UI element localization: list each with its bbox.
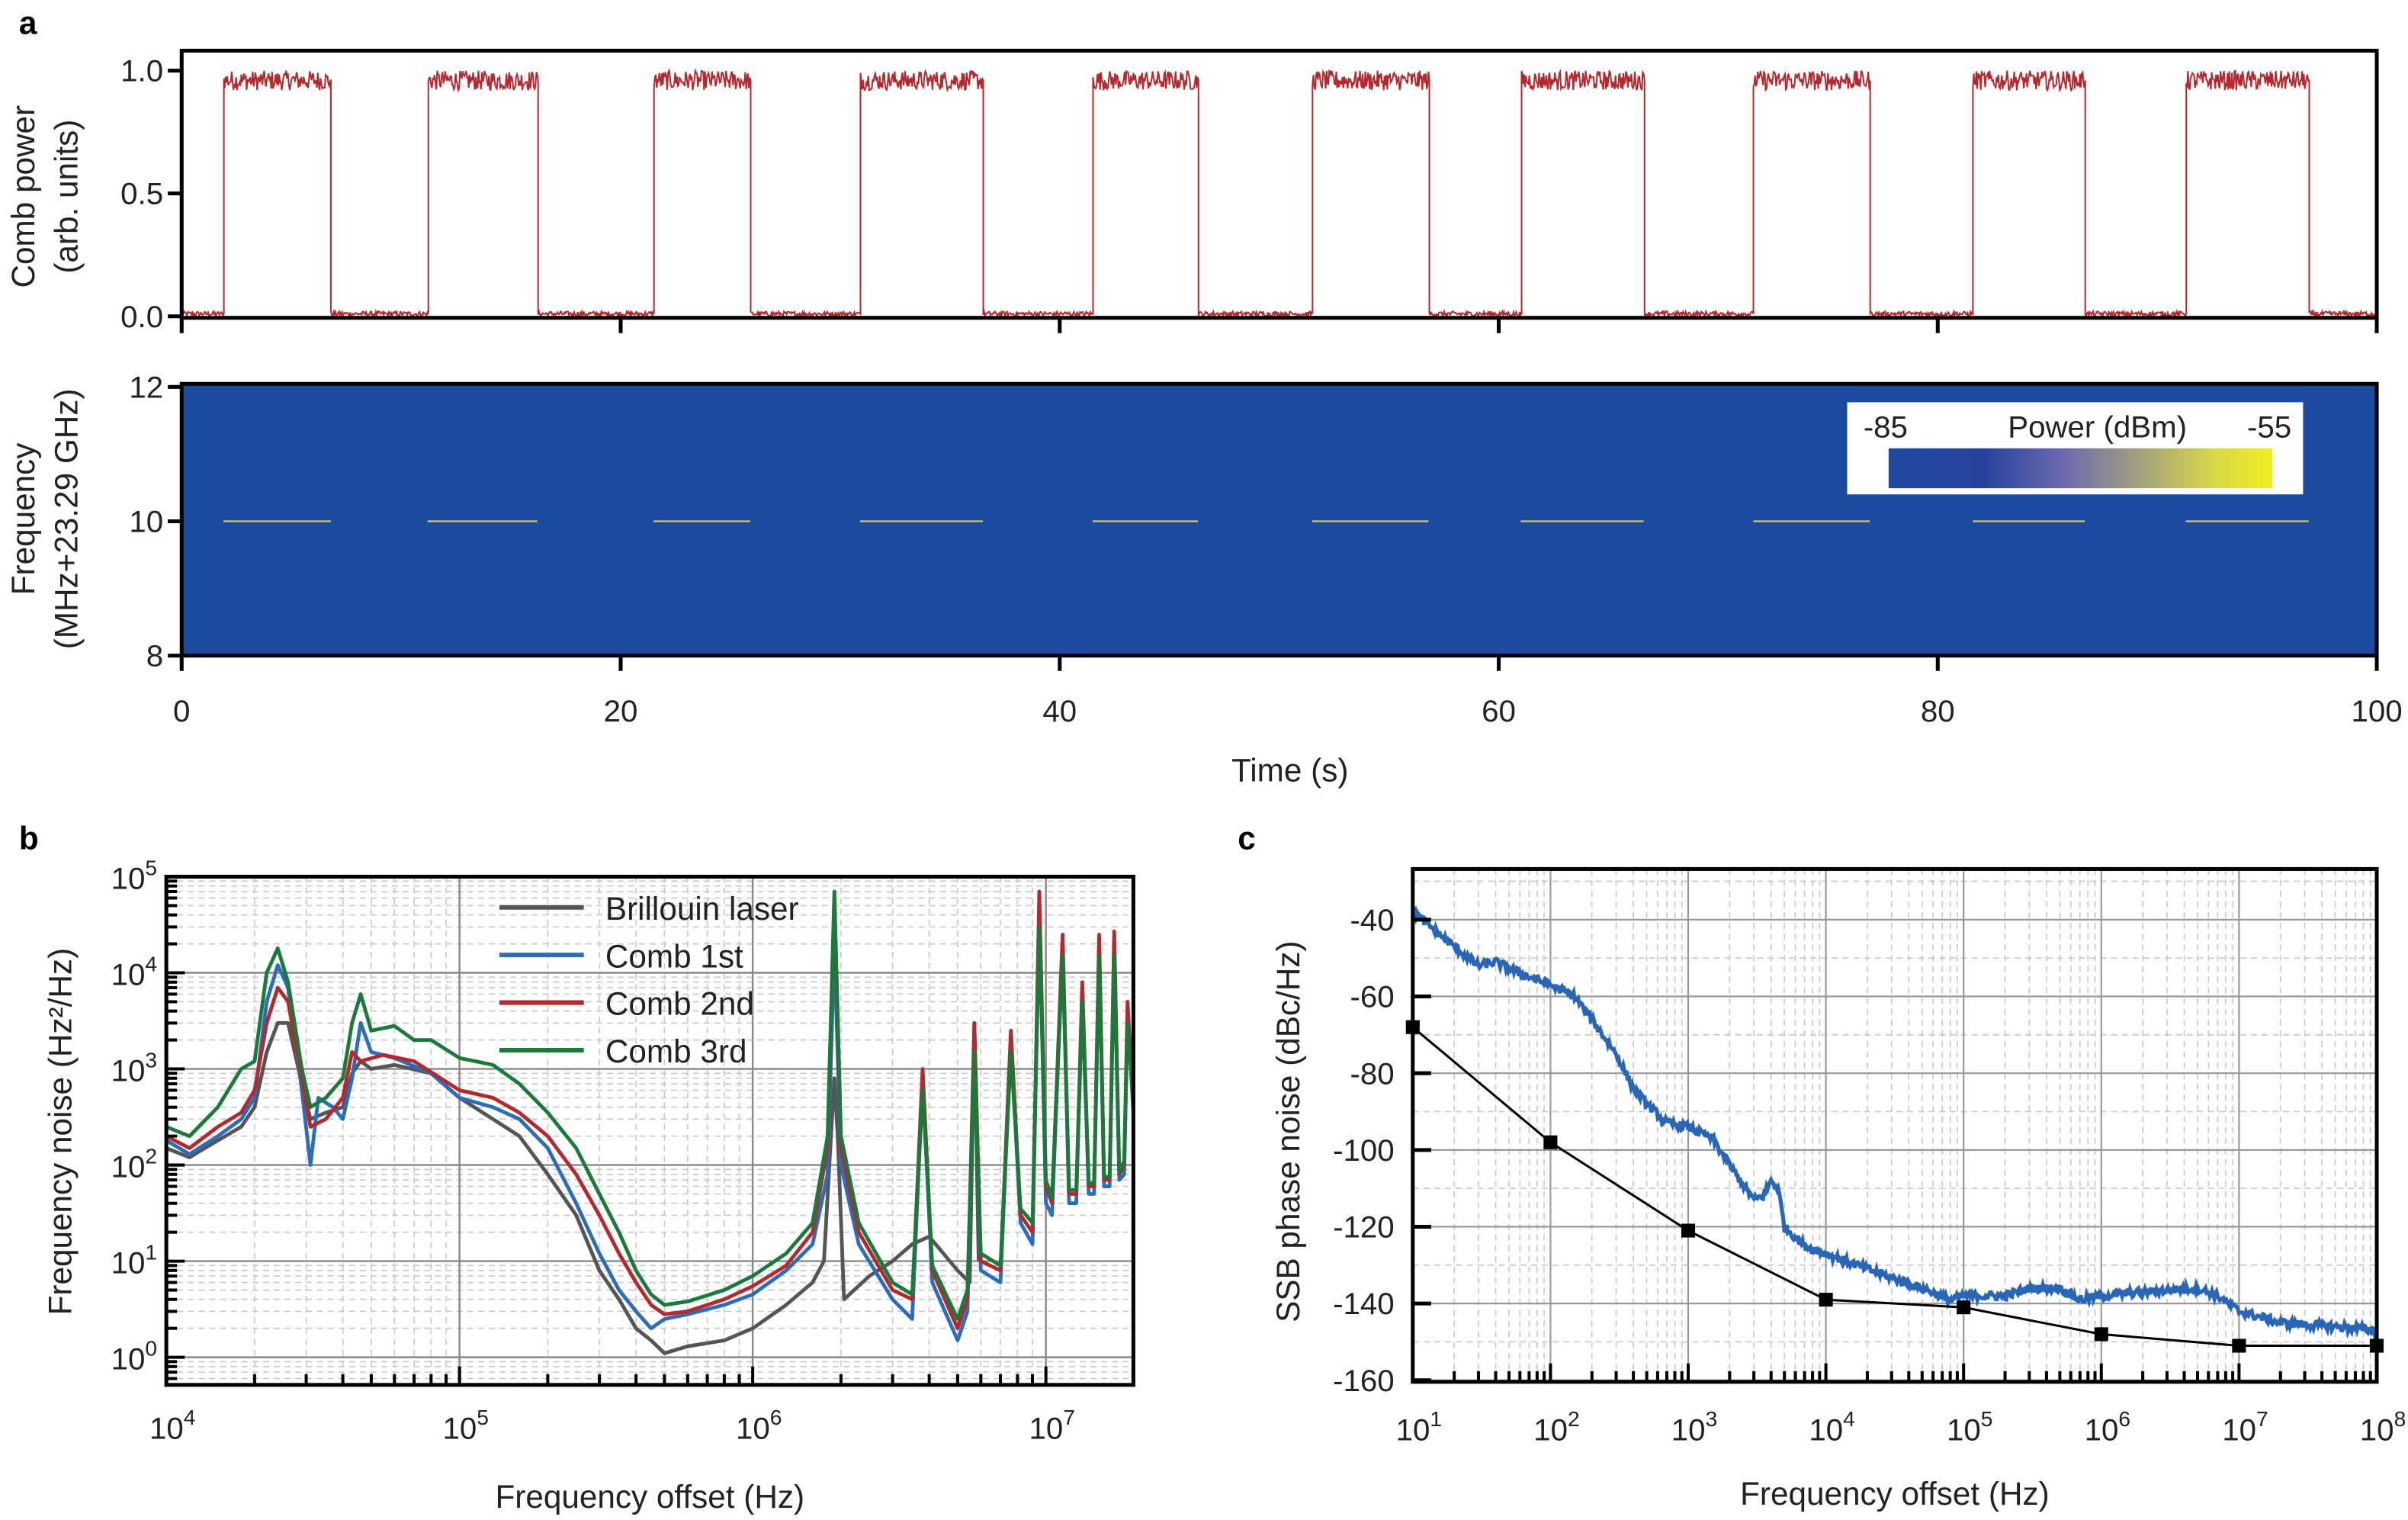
legend-label: Brillouin laser xyxy=(605,891,799,927)
y-axis-label: Frequency noise (Hz²/Hz) xyxy=(42,948,78,1316)
phase-noise-plot: 101 102 103 104 105 106 107 108 -160 -140 -120 -100… xyxy=(1270,866,2406,1512)
plot-frame xyxy=(179,48,2379,320)
x-tick-label: 103 xyxy=(1671,1406,1717,1447)
panel-label-b: b xyxy=(19,820,39,856)
colorbar-title: Power (dBm) xyxy=(2008,410,2187,445)
x-tick-label: 106 xyxy=(736,1405,782,1445)
y-tick-label: 104 xyxy=(111,952,157,992)
x-tick-label: 40 xyxy=(1042,694,1077,728)
x-tick-label: 108 xyxy=(2360,1406,2406,1447)
comb-power-plot: 0.0 0.5 1.0 Comb power (arb. units) xyxy=(5,48,2379,334)
spectrogram-plot: 8 10 12 0 20 40 60 80 100 Time (s) Frequency (MHz+2… xyxy=(5,370,2403,788)
panel-label-c: c xyxy=(1238,820,1256,856)
x-tick-label: 101 xyxy=(1396,1406,1442,1447)
y-tick-label: 101 xyxy=(111,1240,157,1281)
y-tick-label: 102 xyxy=(111,1144,157,1184)
y-tick-label: -60 xyxy=(1350,980,1394,1014)
y-tick-label: -40 xyxy=(1350,903,1394,937)
data-point-square xyxy=(1543,1135,1558,1149)
y-axis-label: SSB phase noise (dBc/Hz) xyxy=(1270,940,1306,1322)
x-tick-label: 105 xyxy=(442,1405,488,1445)
plot-frame xyxy=(1411,866,2379,1384)
y-tick-label: 0.5 xyxy=(120,177,163,211)
series-line-comb-3rd xyxy=(166,889,1134,1321)
series-line-brillouin-laser xyxy=(166,1020,981,1355)
series-line-reference xyxy=(1411,1026,2377,1348)
x-tick-label: 102 xyxy=(1533,1406,1579,1447)
y-tick-label: -120 xyxy=(1333,1210,1395,1245)
x-tick-label: 107 xyxy=(2222,1406,2268,1447)
x-tick-label: 104 xyxy=(149,1405,195,1445)
series-line-measured xyxy=(1412,905,2377,1342)
y-tick-label: 0.0 xyxy=(120,300,163,334)
x-tick-label: 60 xyxy=(1482,694,1516,728)
data-point-square xyxy=(1819,1293,1833,1307)
x-axis-label: Frequency offset (Hz) xyxy=(495,1479,804,1515)
colorbar-max-label: -55 xyxy=(2247,410,2291,445)
y-tick-label: 12 xyxy=(129,370,163,404)
y-tick-label: 100 xyxy=(111,1336,157,1377)
data-point-square xyxy=(1957,1300,1971,1315)
y-tick-label: 1.0 xyxy=(120,54,163,88)
data-point-square xyxy=(2094,1327,2108,1342)
legend: Brillouin laser Comb 1st Comb 2nd Comb 3rd xyxy=(499,891,799,1069)
x-tick-label: 100 xyxy=(2351,694,2402,728)
y-tick-label: -100 xyxy=(1333,1133,1395,1168)
comb-power-trace xyxy=(181,68,2377,318)
legend-label: Comb 2nd xyxy=(605,986,754,1022)
y-tick-label: -80 xyxy=(1350,1056,1394,1091)
data-point-square xyxy=(2232,1338,2246,1353)
y-tick-label: 105 xyxy=(111,855,157,895)
y-tick-label: 10 xyxy=(129,505,163,539)
x-tick-label: 107 xyxy=(1029,1405,1074,1445)
frequency-noise-plot: 104 105 106 107100101102103104105Frequency … xyxy=(42,855,1135,1515)
y-tick-label: -160 xyxy=(1333,1364,1395,1398)
legend-label: Comb 1st xyxy=(605,938,743,974)
y-axis-label: (arb. units) xyxy=(48,120,84,274)
y-axis-label: Frequency xyxy=(5,442,41,596)
x-tick-label: 0 xyxy=(173,694,190,728)
y-tick-label: 103 xyxy=(111,1048,157,1088)
x-axis-label: Frequency offset (Hz) xyxy=(1740,1476,2050,1512)
x-tick-label: 105 xyxy=(1947,1406,1992,1447)
plot-frame xyxy=(164,874,1135,1387)
x-tick-label: 20 xyxy=(604,694,638,728)
colorbar-gradient xyxy=(1888,448,2273,489)
y-tick-label: 8 xyxy=(146,639,163,673)
x-axis-label: Time (s) xyxy=(1231,753,1348,789)
y-tick-label: -140 xyxy=(1333,1287,1395,1321)
x-tick-label: 106 xyxy=(2085,1406,2130,1447)
colorbar-min-label: -85 xyxy=(1864,410,1908,445)
data-point-square xyxy=(1681,1223,1696,1238)
x-tick-label: 104 xyxy=(1809,1406,1854,1447)
legend-label: Comb 3rd xyxy=(605,1033,747,1069)
panel-label-a: a xyxy=(19,5,37,40)
y-axis-label: (MHz+23.29 GHz) xyxy=(48,389,84,650)
x-tick-label: 80 xyxy=(1921,694,1955,728)
y-axis-label: Comb power xyxy=(5,105,41,288)
